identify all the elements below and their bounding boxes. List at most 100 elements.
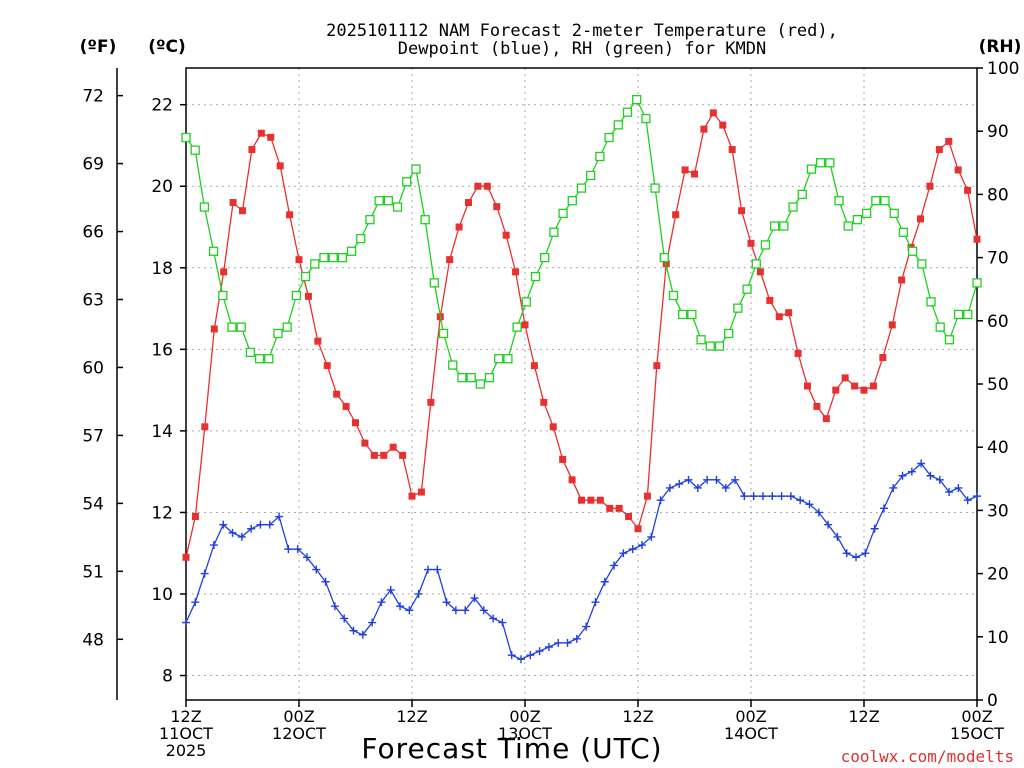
- celsius-tick-label: 16: [151, 340, 173, 360]
- dewpoint-point: [182, 618, 190, 627]
- fahrenheit-axis: 48 51 54 57 60 63 66 69 72: [82, 87, 123, 650]
- temperature-point: [700, 125, 708, 133]
- rh-point: [770, 221, 780, 231]
- time-tick-label: 12Z: [622, 707, 653, 726]
- rh-point: [310, 259, 320, 269]
- temperature-point: [851, 382, 859, 390]
- temperature-point: [455, 223, 463, 231]
- dewpoint-point: [414, 589, 423, 598]
- temperature-point: [794, 349, 802, 357]
- rh-line: [185, 98, 978, 385]
- rh-point: [650, 183, 660, 193]
- temperature-point: [380, 451, 388, 459]
- rh-point: [871, 196, 881, 206]
- dewpoint-point: [610, 561, 619, 570]
- rh-point: [484, 373, 495, 383]
- rh-tick-label: 10: [987, 628, 1009, 648]
- dewpoint-point: [721, 483, 730, 492]
- rh-point: [668, 290, 679, 301]
- rh-point: [254, 354, 265, 364]
- rh-point: [503, 354, 513, 364]
- temperature-point: [681, 166, 689, 174]
- temperature-point: [323, 362, 331, 370]
- credit-text: coolwx.com/modelts: [841, 747, 1014, 766]
- temperature-point: [596, 496, 604, 504]
- dewpoint-point: [963, 496, 972, 505]
- dewpoint-point: [526, 651, 535, 660]
- rh-point: [429, 278, 439, 288]
- rh-point: [779, 221, 789, 231]
- temperature-point: [540, 398, 548, 406]
- dewpoint-point: [693, 483, 702, 492]
- rh-point: [696, 335, 706, 345]
- rh-tick-label: 30: [987, 501, 1009, 521]
- celsius-tick-label: 18: [151, 259, 173, 279]
- temperature-point: [446, 256, 454, 264]
- temperature-point: [606, 504, 614, 512]
- temperature-point: [248, 146, 256, 154]
- dewpoint-point: [554, 638, 563, 647]
- celsius-tick-label: 22: [151, 96, 173, 116]
- temperature-point: [304, 292, 312, 300]
- temperature-point: [182, 553, 190, 561]
- rh-point: [576, 183, 587, 193]
- temperature-point: [559, 455, 567, 463]
- rh-point: [678, 309, 688, 320]
- rh-point: [181, 132, 191, 143]
- temperature-point: [643, 492, 651, 500]
- temperature-point: [879, 353, 887, 361]
- rh-point: [714, 341, 725, 351]
- rh-tick-label: 80: [987, 185, 1009, 205]
- temperature-point: [615, 504, 623, 512]
- temperature-line: [185, 111, 978, 558]
- temperature-point: [201, 423, 209, 431]
- temperature-point: [832, 386, 840, 394]
- rh-point: [944, 335, 955, 345]
- temperature-point: [804, 382, 811, 390]
- rh-point: [402, 177, 412, 187]
- dewpoint-line: [185, 462, 978, 660]
- celsius-axis: 8 10 12 14 16 18 20 22: [151, 96, 186, 687]
- dewpoint-point: [758, 492, 767, 501]
- temperature-point: [361, 439, 369, 447]
- dewpoint-point: [768, 492, 777, 501]
- rh-point: [724, 328, 734, 339]
- dewpoint-point: [935, 475, 944, 484]
- dewpoint-point: [284, 545, 293, 554]
- rh-point: [953, 309, 964, 320]
- temperature-point: [841, 374, 849, 382]
- dewpoint-point: [889, 483, 898, 492]
- rh-point: [595, 151, 605, 162]
- dewpoint-point: [907, 467, 916, 476]
- temperature-point: [766, 296, 774, 304]
- rh-point: [935, 322, 945, 332]
- rh-point: [926, 297, 936, 307]
- time-tick-label: 14OCT: [724, 724, 778, 743]
- rh-tick-label: 90: [987, 122, 1009, 142]
- dewpoint-point: [358, 630, 367, 639]
- rh-point: [880, 196, 890, 206]
- dewpoint-point: [656, 496, 665, 505]
- dewpoint-point: [749, 492, 758, 501]
- rh-point: [521, 297, 531, 307]
- fahrenheit-unit-label: (ºF): [80, 37, 117, 57]
- dewpoint-point: [712, 475, 721, 484]
- rh-point: [227, 322, 237, 332]
- dewpoint-point: [507, 651, 516, 660]
- temperature-point: [474, 182, 482, 190]
- dewpoint-point: [777, 492, 786, 501]
- temperature-point: [295, 256, 303, 264]
- time-tick-label: 00Z: [735, 707, 766, 726]
- temperature-point: [314, 337, 322, 345]
- dewpoint-point: [842, 549, 851, 558]
- dewpoint-point: [824, 520, 833, 529]
- dewpoint-point: [619, 549, 628, 558]
- rh-point: [604, 132, 614, 143]
- temperature-point: [512, 268, 520, 276]
- rh-tick-label: 40: [987, 438, 1009, 458]
- temperature-point: [917, 215, 924, 223]
- fahrenheit-tick-label: 66: [82, 223, 104, 243]
- temperature-point: [578, 496, 585, 504]
- temperature-point: [964, 186, 972, 194]
